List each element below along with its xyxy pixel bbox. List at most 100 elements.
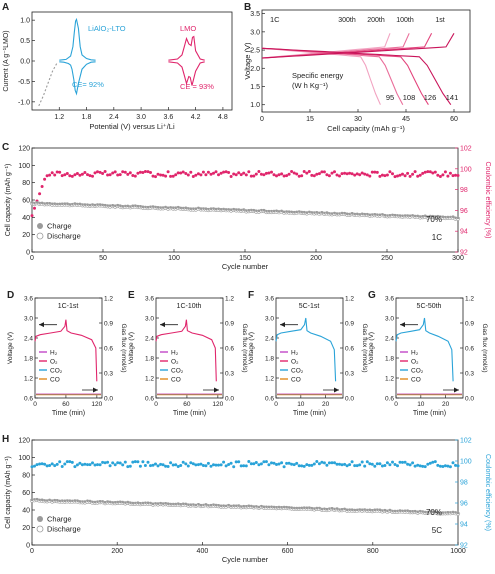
ce-point (267, 463, 271, 467)
y2-axis-label: Coulombic efficiency (%) (484, 454, 491, 531)
y-tick-label: 1.0 (20, 18, 30, 25)
ce-point (307, 170, 311, 173)
charge-point (290, 506, 293, 510)
charge-point (421, 510, 424, 513)
charge-point (68, 499, 72, 503)
ce-point (275, 174, 278, 178)
legend-gas-label: H₂ (411, 350, 419, 357)
ce-point (55, 462, 59, 466)
charge-point (156, 502, 160, 505)
charge-point (318, 507, 321, 510)
legend-gas-label: CO₂ (171, 368, 184, 375)
charge-point (119, 500, 122, 504)
ce-point (227, 463, 231, 466)
ce-point (98, 170, 102, 174)
ce-point (247, 170, 251, 174)
y-tick-label: -0.5 (18, 79, 30, 86)
ce-point (380, 173, 384, 177)
charge-curve (261, 33, 455, 59)
y2-tick-label: 102 (460, 438, 472, 445)
charge-point (232, 208, 235, 211)
ce-point (340, 463, 344, 467)
charge-point (250, 209, 253, 212)
charge-point (411, 214, 414, 217)
ce-point (38, 462, 42, 466)
x-tick-label: 20 (442, 401, 450, 408)
ce-point (290, 170, 294, 173)
charge-point (124, 501, 127, 504)
cycle-label: 100th (396, 17, 414, 24)
ce-point (416, 463, 420, 467)
ce-point (229, 175, 233, 178)
charge-point (81, 203, 84, 206)
y2-tick-label: 92 (460, 543, 468, 550)
label-ce-lmo: CE = 93% (180, 82, 214, 91)
ce-point (111, 461, 115, 465)
ce-point (184, 172, 188, 175)
charge-point (91, 203, 94, 206)
x-tick-label: 200 (310, 255, 322, 262)
charge-point (305, 506, 308, 510)
ce-point (292, 171, 296, 175)
charge-point (229, 505, 233, 508)
cv-curve-lmo (168, 61, 205, 86)
ce-point (413, 170, 417, 174)
ce-point (338, 462, 341, 466)
charge-point (192, 207, 195, 211)
ce-point (300, 464, 304, 468)
y2-tick-label: 0.3 (225, 371, 234, 378)
charge-point (204, 207, 208, 211)
ce-point (310, 173, 314, 177)
x-tick-label: 1.8 (82, 114, 92, 121)
ce-point (418, 464, 422, 468)
ce-point (242, 171, 246, 175)
charge-point (111, 204, 114, 207)
legend-gas-label: O₂ (171, 359, 179, 366)
ce-point (96, 170, 99, 174)
charge-point (386, 214, 389, 217)
charge-point (53, 202, 56, 206)
plot-frame (31, 11, 233, 111)
ce-point (88, 463, 92, 467)
ce-point (391, 172, 394, 176)
charge-point (298, 210, 301, 213)
charge-point (121, 205, 124, 208)
charge-point (368, 213, 371, 217)
ce-point (365, 460, 369, 464)
charge-point (38, 498, 41, 502)
legend-discharge-marker (36, 232, 44, 240)
y-tick-label: 0.6 (265, 396, 274, 403)
ce-point (164, 174, 168, 178)
ce-point (219, 171, 223, 175)
x-tick-label: 200 (111, 548, 123, 555)
ce-point (393, 463, 397, 466)
ce-point (353, 464, 357, 468)
ce-point (70, 460, 74, 464)
ce-point (184, 462, 188, 466)
ce-point (353, 173, 357, 177)
charge-point (146, 501, 150, 505)
y-tick-label: 3.0 (250, 29, 260, 36)
charge-point (83, 500, 87, 503)
charge-point (290, 210, 293, 214)
ce-point (55, 170, 59, 174)
ce-point (380, 464, 384, 468)
charge-point (61, 202, 64, 206)
charge-point (192, 503, 195, 506)
ce-point (287, 461, 291, 465)
ce-point (206, 461, 210, 465)
voltage-curve (275, 317, 337, 382)
ce-point (451, 174, 455, 178)
charge-point (212, 207, 215, 210)
ce-point (264, 460, 268, 464)
charge-point (103, 501, 107, 504)
charge-point (86, 499, 89, 503)
ce-point (262, 460, 266, 464)
charge-point (224, 504, 228, 508)
ce-point (88, 174, 92, 178)
y-tick-label: 20 (22, 525, 30, 532)
ce-point (446, 464, 450, 468)
x-tick-label: 30 (354, 116, 362, 123)
charge-point (444, 511, 447, 514)
x-axis-label: Cycle number (222, 555, 269, 564)
